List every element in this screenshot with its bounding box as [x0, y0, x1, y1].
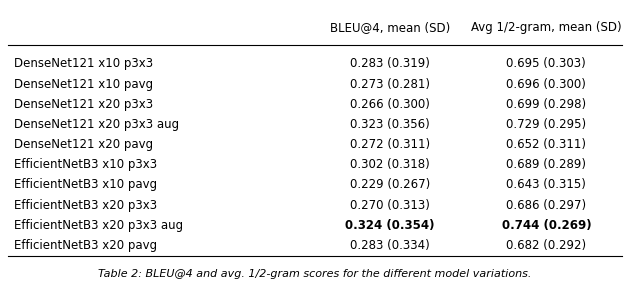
Text: DenseNet121 x10 pavg: DenseNet121 x10 pavg — [14, 78, 153, 91]
Text: DenseNet121 x20 pavg: DenseNet121 x20 pavg — [14, 138, 153, 151]
Text: 0.643 (0.315): 0.643 (0.315) — [506, 178, 586, 191]
Text: 0.699 (0.298): 0.699 (0.298) — [506, 98, 586, 111]
Text: EfficientNetB3 x10 pavg: EfficientNetB3 x10 pavg — [14, 178, 157, 191]
Text: Avg 1/2-gram, mean (SD): Avg 1/2-gram, mean (SD) — [471, 21, 621, 34]
Text: DenseNet121 x20 p3x3: DenseNet121 x20 p3x3 — [14, 98, 153, 111]
Text: 0.323 (0.356): 0.323 (0.356) — [350, 118, 429, 131]
Text: 0.686 (0.297): 0.686 (0.297) — [506, 199, 586, 211]
Text: EfficientNetB3 x20 pavg: EfficientNetB3 x20 pavg — [14, 239, 157, 252]
Text: 0.273 (0.281): 0.273 (0.281) — [349, 78, 429, 91]
Text: 0.266 (0.300): 0.266 (0.300) — [350, 98, 429, 111]
Text: 0.229 (0.267): 0.229 (0.267) — [349, 178, 430, 191]
Text: 0.272 (0.311): 0.272 (0.311) — [349, 138, 430, 151]
Text: 0.682 (0.292): 0.682 (0.292) — [506, 239, 586, 252]
Text: 0.689 (0.289): 0.689 (0.289) — [506, 158, 586, 171]
Text: 0.324 (0.354): 0.324 (0.354) — [345, 219, 435, 232]
Text: EfficientNetB3 x20 p3x3 aug: EfficientNetB3 x20 p3x3 aug — [14, 219, 183, 232]
Text: EfficientNetB3 x10 p3x3: EfficientNetB3 x10 p3x3 — [14, 158, 157, 171]
Text: 0.283 (0.319): 0.283 (0.319) — [350, 57, 429, 70]
Text: EfficientNetB3 x20 p3x3: EfficientNetB3 x20 p3x3 — [14, 199, 157, 211]
Text: DenseNet121 x20 p3x3 aug: DenseNet121 x20 p3x3 aug — [14, 118, 179, 131]
Text: 0.652 (0.311): 0.652 (0.311) — [506, 138, 586, 151]
Text: 0.695 (0.303): 0.695 (0.303) — [506, 57, 586, 70]
Text: 0.729 (0.295): 0.729 (0.295) — [506, 118, 586, 131]
Text: Table 2: BLEU@4 and avg. 1/2-gram scores for the different model variations.: Table 2: BLEU@4 and avg. 1/2-gram scores… — [98, 269, 531, 279]
Text: BLEU@4, mean (SD): BLEU@4, mean (SD) — [330, 21, 450, 34]
Text: 0.302 (0.318): 0.302 (0.318) — [350, 158, 429, 171]
Text: 0.283 (0.334): 0.283 (0.334) — [350, 239, 429, 252]
Text: 0.696 (0.300): 0.696 (0.300) — [506, 78, 586, 91]
Text: 0.270 (0.313): 0.270 (0.313) — [350, 199, 429, 211]
Text: DenseNet121 x10 p3x3: DenseNet121 x10 p3x3 — [14, 57, 153, 70]
Text: 0.744 (0.269): 0.744 (0.269) — [502, 219, 591, 232]
